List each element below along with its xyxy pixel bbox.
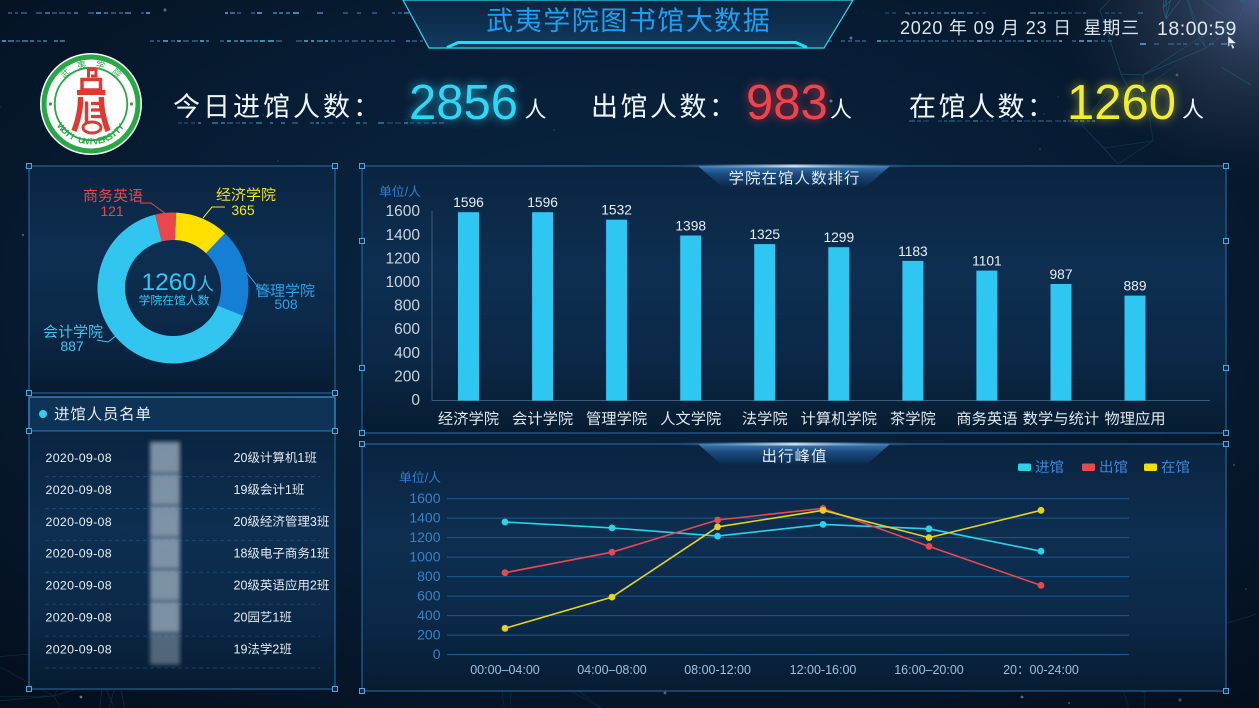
svg-text:19: 19 bbox=[234, 642, 248, 656]
svg-text:S: S bbox=[105, 131, 115, 143]
svg-text:V: V bbox=[92, 136, 99, 147]
svg-text:/: / bbox=[405, 184, 409, 199]
svg-text:1260: 1260 bbox=[142, 269, 197, 296]
svg-text:1000: 1000 bbox=[386, 274, 421, 291]
svg-text:2856: 2856 bbox=[409, 76, 518, 130]
svg-text:2: 2 bbox=[272, 642, 279, 656]
svg-text:1183: 1183 bbox=[898, 244, 928, 259]
svg-text:2020-09-08: 2020-09-08 bbox=[46, 642, 112, 656]
svg-text:1: 1 bbox=[297, 451, 304, 465]
svg-text:1: 1 bbox=[310, 547, 317, 561]
svg-text:20: 20 bbox=[234, 515, 248, 529]
svg-text:200: 200 bbox=[394, 368, 420, 385]
svg-text:I: I bbox=[90, 137, 92, 147]
svg-text:0: 0 bbox=[433, 646, 441, 662]
svg-text:1400: 1400 bbox=[409, 510, 440, 526]
svg-text:0: 0 bbox=[411, 392, 420, 409]
svg-text:1600: 1600 bbox=[386, 203, 421, 220]
svg-text:200: 200 bbox=[417, 627, 441, 643]
svg-text:08:00-12:00: 08:00-12:00 bbox=[684, 663, 751, 677]
svg-text:1299: 1299 bbox=[823, 230, 854, 245]
svg-text:18: 18 bbox=[234, 547, 248, 561]
svg-text:00:00–04:00: 00:00–04:00 bbox=[470, 663, 540, 677]
svg-text:Y: Y bbox=[63, 128, 74, 140]
svg-text:1260: 1260 bbox=[1067, 76, 1176, 130]
svg-text:800: 800 bbox=[417, 568, 441, 584]
svg-text:2: 2 bbox=[310, 579, 317, 593]
svg-text:T: T bbox=[112, 125, 123, 136]
svg-text:2020-09-08: 2020-09-08 bbox=[46, 515, 112, 529]
svg-text:20: 20 bbox=[234, 451, 248, 465]
svg-text:1000: 1000 bbox=[409, 549, 440, 565]
svg-text:1532: 1532 bbox=[601, 203, 632, 218]
svg-text:19: 19 bbox=[234, 483, 248, 497]
svg-text:12:00-16:00: 12:00-16:00 bbox=[790, 663, 857, 677]
svg-text:400: 400 bbox=[394, 345, 420, 362]
svg-text:I: I bbox=[110, 129, 118, 138]
svg-text:987: 987 bbox=[1049, 267, 1072, 282]
svg-text:887: 887 bbox=[60, 338, 84, 354]
svg-text:1400: 1400 bbox=[386, 227, 421, 244]
svg-text:1398: 1398 bbox=[675, 219, 706, 234]
svg-text:1325: 1325 bbox=[749, 227, 780, 242]
svg-text:1600: 1600 bbox=[409, 490, 440, 506]
svg-text:2020-09-08: 2020-09-08 bbox=[46, 483, 112, 497]
svg-text:I: I bbox=[69, 132, 76, 142]
svg-text:1: 1 bbox=[285, 483, 292, 497]
svg-text:400: 400 bbox=[417, 607, 441, 623]
svg-text:1200: 1200 bbox=[386, 250, 421, 267]
svg-text:600: 600 bbox=[394, 321, 420, 338]
svg-text:20: 20 bbox=[1003, 663, 1017, 677]
svg-text:R: R bbox=[100, 133, 110, 145]
svg-text:U: U bbox=[77, 135, 86, 146]
svg-text:121: 121 bbox=[100, 203, 124, 219]
svg-text:E: E bbox=[97, 135, 105, 146]
svg-text:1596: 1596 bbox=[527, 195, 558, 210]
svg-text:20: 20 bbox=[234, 611, 248, 625]
svg-text:20: 20 bbox=[234, 579, 248, 593]
svg-text:1: 1 bbox=[272, 611, 279, 625]
svg-text:2020: 2020 bbox=[900, 18, 949, 38]
svg-text:2020-09-08: 2020-09-08 bbox=[46, 451, 112, 465]
svg-text:508: 508 bbox=[274, 296, 298, 312]
svg-text:1596: 1596 bbox=[453, 195, 484, 210]
svg-text:N: N bbox=[82, 136, 90, 147]
svg-text:16:00–20:00: 16:00–20:00 bbox=[894, 663, 964, 677]
svg-text:2020-09-08: 2020-09-08 bbox=[46, 547, 112, 561]
svg-text:800: 800 bbox=[394, 298, 420, 315]
svg-text:1101: 1101 bbox=[972, 254, 1002, 269]
svg-text:18:00:59: 18:00:59 bbox=[1157, 18, 1237, 40]
svg-text:983: 983 bbox=[746, 76, 828, 130]
svg-text:3: 3 bbox=[310, 515, 317, 529]
svg-text:09: 09 bbox=[968, 18, 1001, 38]
svg-text:2020-09-08: 2020-09-08 bbox=[46, 579, 112, 593]
svg-text:1200: 1200 bbox=[409, 529, 440, 545]
svg-text:2020-09-08: 2020-09-08 bbox=[46, 611, 112, 625]
svg-text:U: U bbox=[59, 125, 71, 137]
svg-text:Y: Y bbox=[115, 122, 127, 133]
svg-text:23: 23 bbox=[1020, 18, 1053, 38]
svg-text:/: / bbox=[425, 470, 429, 485]
svg-text:04:00–08:00: 04:00–08:00 bbox=[577, 663, 647, 677]
svg-text:00-24:00: 00-24:00 bbox=[1030, 663, 1079, 677]
svg-text:600: 600 bbox=[417, 588, 441, 604]
svg-text:365: 365 bbox=[231, 202, 255, 218]
svg-text:889: 889 bbox=[1123, 279, 1146, 294]
